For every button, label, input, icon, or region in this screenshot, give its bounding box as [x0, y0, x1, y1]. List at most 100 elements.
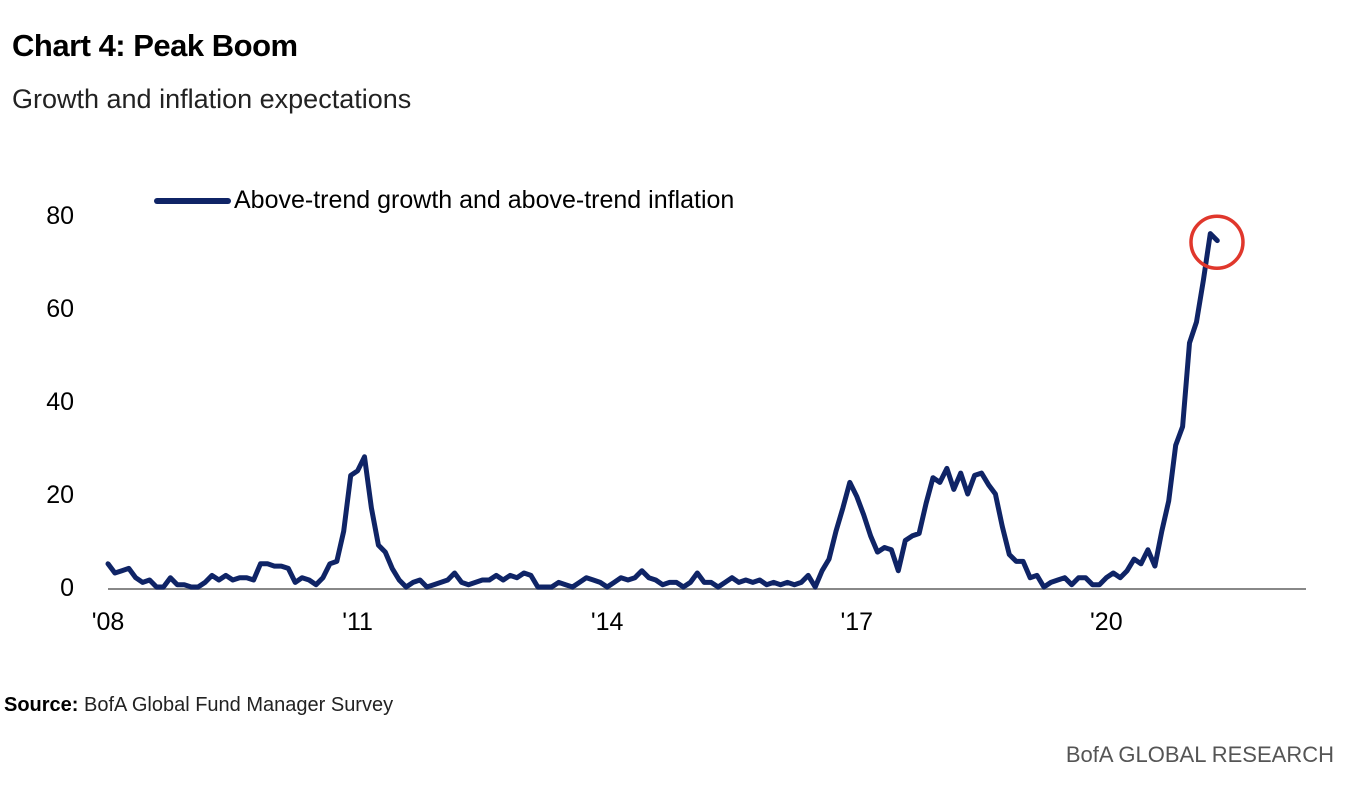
data-point	[356, 469, 360, 473]
source-label: Source:	[4, 694, 79, 716]
data-point	[286, 566, 290, 570]
data-point	[376, 543, 380, 547]
data-point	[931, 476, 935, 480]
data-point	[272, 564, 276, 568]
data-point	[716, 585, 720, 589]
data-point	[772, 580, 776, 584]
data-point	[467, 583, 471, 587]
data-point	[266, 562, 270, 566]
data-point	[148, 578, 152, 582]
data-point	[834, 529, 838, 533]
data-point	[661, 583, 665, 587]
data-point	[550, 585, 554, 589]
data-point	[813, 585, 817, 589]
data-point	[113, 571, 117, 575]
y-tick-label: 0	[60, 574, 74, 602]
data-point	[453, 571, 457, 575]
data-point	[1181, 425, 1185, 429]
data-point	[855, 494, 859, 498]
data-point	[1215, 239, 1219, 243]
data-point	[515, 576, 519, 580]
data-point	[363, 455, 367, 459]
data-point	[619, 576, 623, 580]
data-point	[675, 580, 679, 584]
data-point	[910, 534, 914, 538]
data-point	[681, 585, 685, 589]
x-tick-label: '11	[342, 608, 373, 636]
data-point	[980, 471, 984, 475]
data-point	[480, 578, 484, 582]
data-point	[300, 576, 304, 580]
data-point	[390, 566, 394, 570]
data-point	[508, 573, 512, 577]
data-point	[862, 513, 866, 517]
data-point	[1139, 562, 1143, 566]
data-point	[1084, 576, 1088, 580]
data-point	[571, 585, 575, 589]
data-point	[141, 580, 145, 584]
source-text: BofA Global Fund Manager Survey	[84, 694, 394, 716]
brand-footer: BofA GLOBAL RESEARCH	[1065, 742, 1334, 767]
data-point	[584, 576, 588, 580]
data-point	[155, 585, 159, 589]
x-tick-label: '08	[92, 608, 125, 636]
data-point	[1132, 557, 1136, 561]
data-point	[1049, 580, 1053, 584]
data-point	[1077, 576, 1081, 580]
data-point	[709, 580, 713, 584]
data-point	[501, 578, 505, 582]
data-point	[127, 566, 131, 570]
data-point	[730, 576, 734, 580]
data-point	[335, 559, 339, 563]
data-point	[1118, 576, 1122, 580]
data-point	[959, 471, 963, 475]
data-point	[1063, 576, 1067, 580]
data-point	[1014, 559, 1018, 563]
data-point	[446, 578, 450, 582]
data-point	[785, 580, 789, 584]
data-point	[896, 569, 900, 573]
data-point	[633, 576, 637, 580]
data-point	[1153, 564, 1157, 568]
source-note: Source: BofA Global Fund Manager Survey	[4, 694, 393, 717]
data-point	[792, 583, 796, 587]
series-layer	[105, 231, 1220, 590]
data-point	[1174, 443, 1178, 447]
data-point	[321, 576, 325, 580]
data-point	[210, 573, 214, 577]
data-point	[196, 585, 200, 589]
data-point	[841, 506, 845, 510]
data-point	[369, 506, 373, 510]
data-point	[668, 580, 672, 584]
data-point	[952, 487, 956, 491]
data-point	[779, 583, 783, 587]
data-point	[564, 583, 568, 587]
data-point	[1195, 320, 1199, 324]
data-point	[626, 578, 630, 582]
data-point	[106, 562, 110, 566]
data-point	[529, 573, 533, 577]
data-point	[688, 580, 692, 584]
y-tick-label: 80	[46, 202, 74, 230]
data-point	[591, 578, 595, 582]
data-point	[1125, 569, 1129, 573]
data-point	[640, 569, 644, 573]
data-point	[238, 576, 242, 580]
data-point	[1111, 571, 1115, 575]
data-point	[1146, 548, 1150, 552]
data-point	[224, 573, 228, 577]
data-point	[175, 583, 179, 587]
data-point	[903, 539, 907, 543]
data-point	[162, 585, 166, 589]
x-tick-label: '14	[591, 608, 624, 636]
data-point	[279, 564, 283, 568]
y-tick-label: 20	[46, 481, 74, 509]
data-point	[889, 548, 893, 552]
chart-subtitle: Growth and inflation expectations	[12, 84, 412, 114]
data-point	[217, 578, 221, 582]
y-tick-label: 40	[46, 388, 74, 416]
data-point	[737, 580, 741, 584]
highlight-circle	[1189, 214, 1245, 270]
annotation-layer	[1189, 214, 1245, 270]
data-point	[134, 576, 138, 580]
